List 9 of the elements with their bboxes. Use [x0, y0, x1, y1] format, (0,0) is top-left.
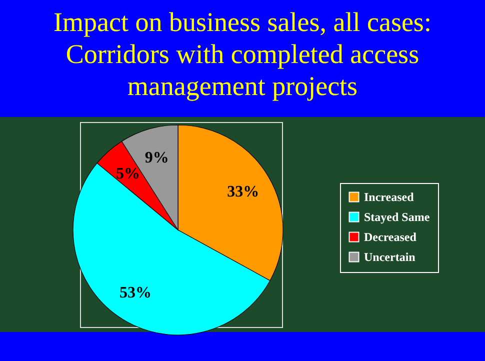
data-label: 53% — [120, 284, 152, 302]
legend-label: Uncertain — [364, 250, 416, 264]
legend-label: Stayed Same — [364, 210, 430, 224]
data-label: 5% — [116, 165, 140, 182]
legend-label: Decreased — [364, 230, 417, 244]
legend-label: Increased — [364, 190, 414, 204]
data-label: 33% — [227, 184, 260, 201]
data-label: 9% — [144, 149, 169, 166]
chart-title: Impact on business sales, all cases: Corridors with completed access management projects — [52, 6, 432, 102]
